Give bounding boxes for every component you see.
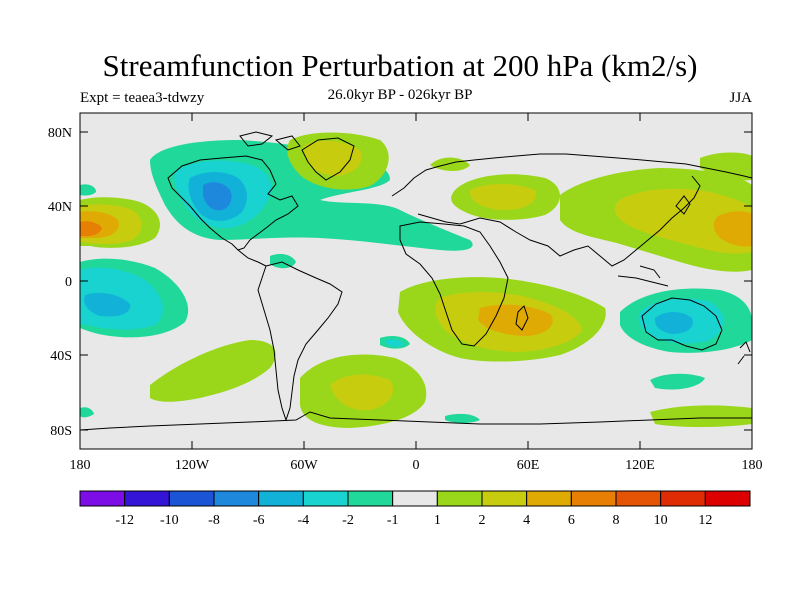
colorbar-swatch xyxy=(124,490,170,507)
colorbar-label: 12 xyxy=(698,513,712,528)
contour-asia-orange xyxy=(713,211,752,247)
lon-label: 0 xyxy=(413,458,420,473)
colorbar-label: -1 xyxy=(387,513,399,528)
coast-africa xyxy=(399,221,509,347)
coast-madagascar xyxy=(515,305,529,331)
colorbar-swatch xyxy=(481,490,528,507)
coast-arctic-islands xyxy=(239,131,301,151)
contour-arctic-lgreen xyxy=(430,157,470,172)
contour-sio-green xyxy=(650,373,705,390)
coast-europe-asia xyxy=(391,153,752,197)
contour-aus-cyan xyxy=(654,312,693,334)
lat-label: 40N xyxy=(48,200,72,215)
colorbar-label: -4 xyxy=(297,513,309,528)
period-label: 26.0kyr BP - 026kyr BP xyxy=(327,87,473,103)
lon-label: 60W xyxy=(290,458,318,473)
coast-indonesia xyxy=(617,265,669,287)
season-label: JJA xyxy=(729,90,752,106)
colorbar: -12 -10 -8 -6 -4 -2 -1 1 2 4 6 8 10 12 xyxy=(79,490,751,528)
colorbar-swatch xyxy=(526,490,572,507)
coast-asia-south xyxy=(417,175,701,267)
contour-epac-cyan xyxy=(84,292,131,317)
lat-label: 40S xyxy=(50,349,72,364)
lon-tick-marks xyxy=(191,113,641,449)
contour-ant-green xyxy=(445,413,480,423)
colorbar-label: 8 xyxy=(613,513,620,528)
colorbar-label: -12 xyxy=(115,513,134,528)
contour-field xyxy=(80,113,752,449)
colorbar-label: 6 xyxy=(568,513,575,528)
contour-eurasia-yellow xyxy=(469,184,536,210)
colorbar-swatch xyxy=(570,490,617,507)
contour-wpac-darkorange xyxy=(80,221,102,237)
colorbar-swatch xyxy=(704,490,751,507)
coast-australia xyxy=(641,297,723,351)
colorbar-swatch xyxy=(347,490,394,507)
contour-greenland-yellow xyxy=(304,140,362,176)
colorbar-label: -2 xyxy=(342,513,354,528)
lon-label: 60E xyxy=(517,458,540,473)
contour-safr-orange xyxy=(478,304,553,336)
experiment-label: Expt = teaea3-tdwzy xyxy=(80,90,205,106)
lat-label: 80S xyxy=(50,424,72,439)
contour-carib-green xyxy=(270,254,296,269)
colorbar-label: 2 xyxy=(479,513,486,528)
contour-wpac-nw-teal xyxy=(80,184,96,196)
colorbar-swatch xyxy=(615,490,662,507)
lat-label: 80N xyxy=(48,126,72,141)
coast-greenland xyxy=(301,137,355,181)
colorbar-label: -8 xyxy=(208,513,220,528)
coast-south-america xyxy=(257,261,343,422)
contour-asia-yellow xyxy=(614,188,752,254)
contour-sa-small-teal xyxy=(386,339,404,347)
contour-ant-lgreen xyxy=(650,405,752,427)
contour-spac-lgreen xyxy=(150,340,276,402)
colorbar-swatch xyxy=(392,490,438,507)
colorbar-swatch xyxy=(168,490,215,507)
colorbar-swatch xyxy=(660,490,706,507)
contour-so-yellow xyxy=(330,374,394,411)
coast-new-zealand xyxy=(737,341,751,365)
coast-north-america xyxy=(167,155,299,251)
colorbar-swatch xyxy=(79,490,126,507)
contour-na-blue xyxy=(203,182,232,211)
lon-label: 180 xyxy=(742,458,763,473)
colorbar-label: -10 xyxy=(160,513,179,528)
coast-antarctica xyxy=(80,411,752,431)
coast-central-america xyxy=(237,249,267,267)
contour-na-north-green xyxy=(200,140,273,161)
colorbar-swatch xyxy=(258,490,304,507)
colorbar-label: 4 xyxy=(523,513,530,528)
colorbar-label: 10 xyxy=(654,513,668,528)
colorbar-swatch xyxy=(302,490,349,507)
colorbar-swatch xyxy=(213,490,260,507)
contour-ant-w-green xyxy=(80,407,94,418)
coast-japan xyxy=(675,195,691,215)
lon-label: 120E xyxy=(625,458,655,473)
lon-label: 180 xyxy=(70,458,91,473)
coastlines xyxy=(80,131,752,431)
colorbar-swatch xyxy=(436,490,483,507)
lat-tick-marks xyxy=(80,131,752,431)
contour-asia-north-lgreen xyxy=(700,152,752,181)
colorbar-label: -6 xyxy=(253,513,265,528)
plot-title: Streamfunction Perturbation at 200 hPa (… xyxy=(102,48,698,83)
lat-label: 0 xyxy=(65,275,72,290)
lon-label: 120W xyxy=(175,458,210,473)
colorbar-label: 1 xyxy=(434,513,441,528)
